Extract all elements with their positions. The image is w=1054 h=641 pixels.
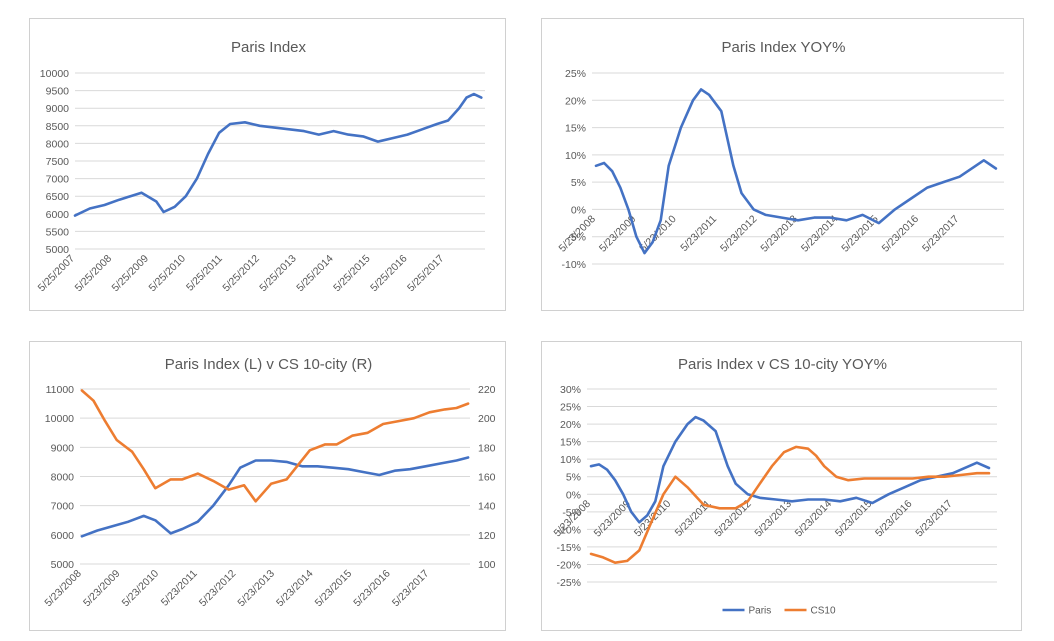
x-tick-label: 5/23/2011: [673, 498, 714, 539]
x-tick-label: 5/23/2012: [712, 498, 754, 540]
x-tick-label: 5/23/2012: [197, 568, 239, 610]
y-tick-label: 9000: [46, 103, 70, 115]
chart-title: Paris Index (L) v CS 10-city (R): [165, 356, 373, 373]
y-tick-label: 7500: [46, 156, 70, 168]
series-line-paris: [589, 415, 991, 524]
y-tick-label: 8500: [46, 121, 70, 133]
y-tick-label: 7000: [46, 174, 70, 186]
x-tick-label: 5/23/2013: [752, 498, 794, 540]
y-tick-label: -25%: [556, 577, 581, 589]
x-tick-label: 5/23/2015: [833, 498, 875, 540]
y-tick-label: -5%: [567, 232, 586, 244]
y2-tick-label: 100: [478, 559, 496, 571]
x-tick-label: 5/23/2013: [235, 568, 277, 610]
y-tick-label: 10000: [40, 68, 69, 80]
x-tick-label: 5/23/2008: [556, 213, 598, 255]
x-tick-label: 5/25/2007: [36, 253, 78, 295]
chart-paris-index: Paris Index 10000 9500 9000 8500 8000 7500 7000…: [29, 18, 506, 311]
chart-title: Paris Index v CS 10-city YOY%: [678, 356, 887, 373]
x-tick-label: 5/23/2009: [81, 568, 123, 610]
y-tick-label: 5%: [566, 472, 581, 484]
y2-tick-label: 120: [478, 530, 496, 542]
x-tick-label: 5/23/2016: [351, 568, 393, 610]
x-tick-label: 5/23/2016: [880, 213, 922, 255]
x-tick-label: 5/25/2014: [294, 253, 336, 295]
y-tick-label: 15%: [565, 123, 586, 135]
chart-paris-vs-cs10-yoy: Paris Index v CS 10-city YOY% 30% 25% 20% 15…: [541, 341, 1022, 631]
x-tick-label: 5/23/2017: [913, 498, 955, 540]
y-tick-label: 7000: [51, 501, 75, 513]
y-tick-label: -10%: [561, 259, 586, 271]
y-tick-label: 9500: [46, 86, 70, 98]
x-tick-label: 5/23/2011: [159, 568, 200, 609]
y2-tick-label: 180: [478, 442, 496, 454]
x-tick-label: 5/23/2010: [120, 568, 162, 610]
y-tick-label: 5500: [46, 226, 70, 238]
y2-tick-label: 140: [478, 501, 496, 513]
y-tick-label: 11000: [46, 384, 75, 396]
x-tick-label: 5/23/2014: [793, 498, 835, 540]
y2-tick-label: 220: [478, 384, 496, 396]
x-tick-label: 5/23/2015: [313, 568, 355, 610]
x-tick-label: 5/23/2008: [42, 568, 84, 610]
x-tick-label: 5/25/2017: [405, 253, 447, 295]
y-tick-label: -10%: [556, 524, 581, 536]
y-tick-label: 6000: [46, 209, 70, 221]
y2-tick-label: 200: [478, 413, 496, 425]
series-line: [80, 456, 470, 538]
x-tick-label: 5/25/2010: [146, 253, 188, 295]
y-tick-label: 20%: [560, 419, 581, 431]
x-tick-label: 5/25/2009: [110, 253, 152, 295]
y-tick-label: 6000: [51, 530, 75, 542]
y-tick-label: -15%: [556, 542, 581, 554]
x-tick-label: 5/25/2008: [73, 253, 115, 295]
y-tick-label: 10%: [560, 454, 581, 466]
x-tick-label: 5/25/2012: [220, 253, 262, 295]
x-tick-label: 5/25/2011: [184, 253, 225, 294]
chart-paris-index-yoy: Paris Index YOY% 25% 20% 15% 10% 5% 0% -5% -10% 5…: [541, 18, 1024, 311]
chart-title: Paris Index YOY%: [722, 39, 846, 56]
chart-svg: Paris Index 10000 9500 9000 8500 8000 7500 7000…: [36, 39, 485, 295]
y-tick-label: 10000: [45, 413, 74, 425]
x-tick-label: 5/23/2017: [390, 568, 432, 610]
y-tick-label: 9000: [51, 442, 75, 454]
legend-label: Paris: [749, 606, 772, 617]
y-tick-label: 10%: [565, 150, 586, 162]
chart-svg: Paris Index (L) v CS 10-city (R) 11000 100…: [42, 356, 496, 610]
x-tick-label: 5/23/2012: [718, 213, 760, 255]
x-tick-label: 5/23/2016: [873, 498, 915, 540]
series-line: [594, 88, 998, 255]
series-line: [80, 389, 470, 503]
x-tick-label: 5/23/2017: [920, 213, 962, 255]
chart-title: Paris Index: [231, 39, 307, 56]
series-line-cs10: [589, 445, 991, 564]
chart-paris-vs-cs10: Paris Index (L) v CS 10-city (R) 11000 100…: [29, 341, 506, 631]
x-tick-label: 5/25/2013: [257, 253, 299, 295]
y-tick-label: 8000: [46, 138, 70, 150]
y-tick-label: -5%: [562, 507, 581, 519]
y-tick-label: 5000: [51, 559, 75, 571]
series-line: [73, 92, 483, 217]
y-tick-label: 5%: [571, 177, 586, 189]
y-tick-label: 6500: [46, 191, 70, 203]
y-tick-label: 8000: [51, 472, 75, 484]
y2-tick-label: 160: [478, 472, 496, 484]
x-tick-label: 5/25/2016: [368, 253, 410, 295]
y-tick-label: -20%: [556, 559, 581, 571]
x-tick-label: 5/23/2011: [678, 213, 719, 254]
chart-svg: Paris Index v CS 10-city YOY% 30% 25% 20% 15…: [551, 356, 997, 617]
legend-label: CS10: [811, 606, 836, 617]
y-tick-label: 15%: [560, 437, 581, 449]
x-tick-label: 5/25/2015: [331, 253, 373, 295]
y-tick-label: 0%: [566, 489, 581, 501]
chart-svg: Paris Index YOY% 25% 20% 15% 10% 5% 0% -5% -10% 5…: [556, 39, 1004, 271]
y-tick-label: 25%: [560, 402, 581, 414]
x-tick-label: 5/23/2014: [274, 568, 316, 610]
y-tick-label: 25%: [565, 68, 586, 80]
y-tick-label: 5000: [46, 244, 70, 256]
y-tick-label: 20%: [565, 95, 586, 107]
y-tick-label: 30%: [560, 384, 581, 396]
y-tick-label: 0%: [571, 204, 586, 216]
